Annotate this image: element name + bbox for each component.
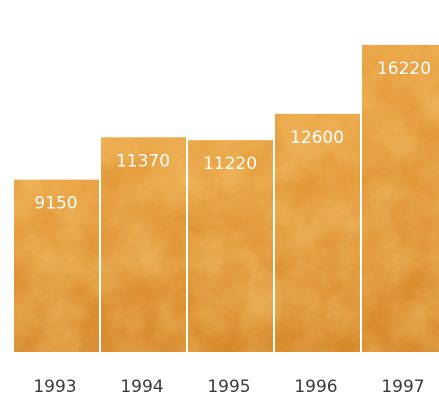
data-label-1996: 12600 xyxy=(290,128,344,148)
x-tick-label-1993: 1993 xyxy=(33,377,76,397)
data-label-1997: 16220 xyxy=(377,59,431,79)
bar-texture-1994 xyxy=(101,137,186,352)
x-tick-label-1997: 1997 xyxy=(381,377,424,397)
data-label-1994: 11370 xyxy=(116,151,170,171)
bar-texture-1996 xyxy=(275,113,360,353)
bars-group xyxy=(12,42,439,355)
data-label-1995: 11220 xyxy=(203,154,257,174)
x-tick-label-1996: 1996 xyxy=(294,377,337,397)
bar-texture-1993 xyxy=(14,179,99,352)
bar-texture-1997 xyxy=(362,44,439,353)
x-tick-label-1994: 1994 xyxy=(120,377,163,397)
x-tick-labels-group: 1993 1994 1995 1996 1997 xyxy=(33,377,424,397)
data-label-1993: 9150 xyxy=(34,194,77,214)
bar-texture-1995 xyxy=(188,140,273,352)
x-tick-label-1995: 1995 xyxy=(207,377,250,397)
data-labels-group: 9150 11370 11220 12600 16220 xyxy=(34,59,431,214)
